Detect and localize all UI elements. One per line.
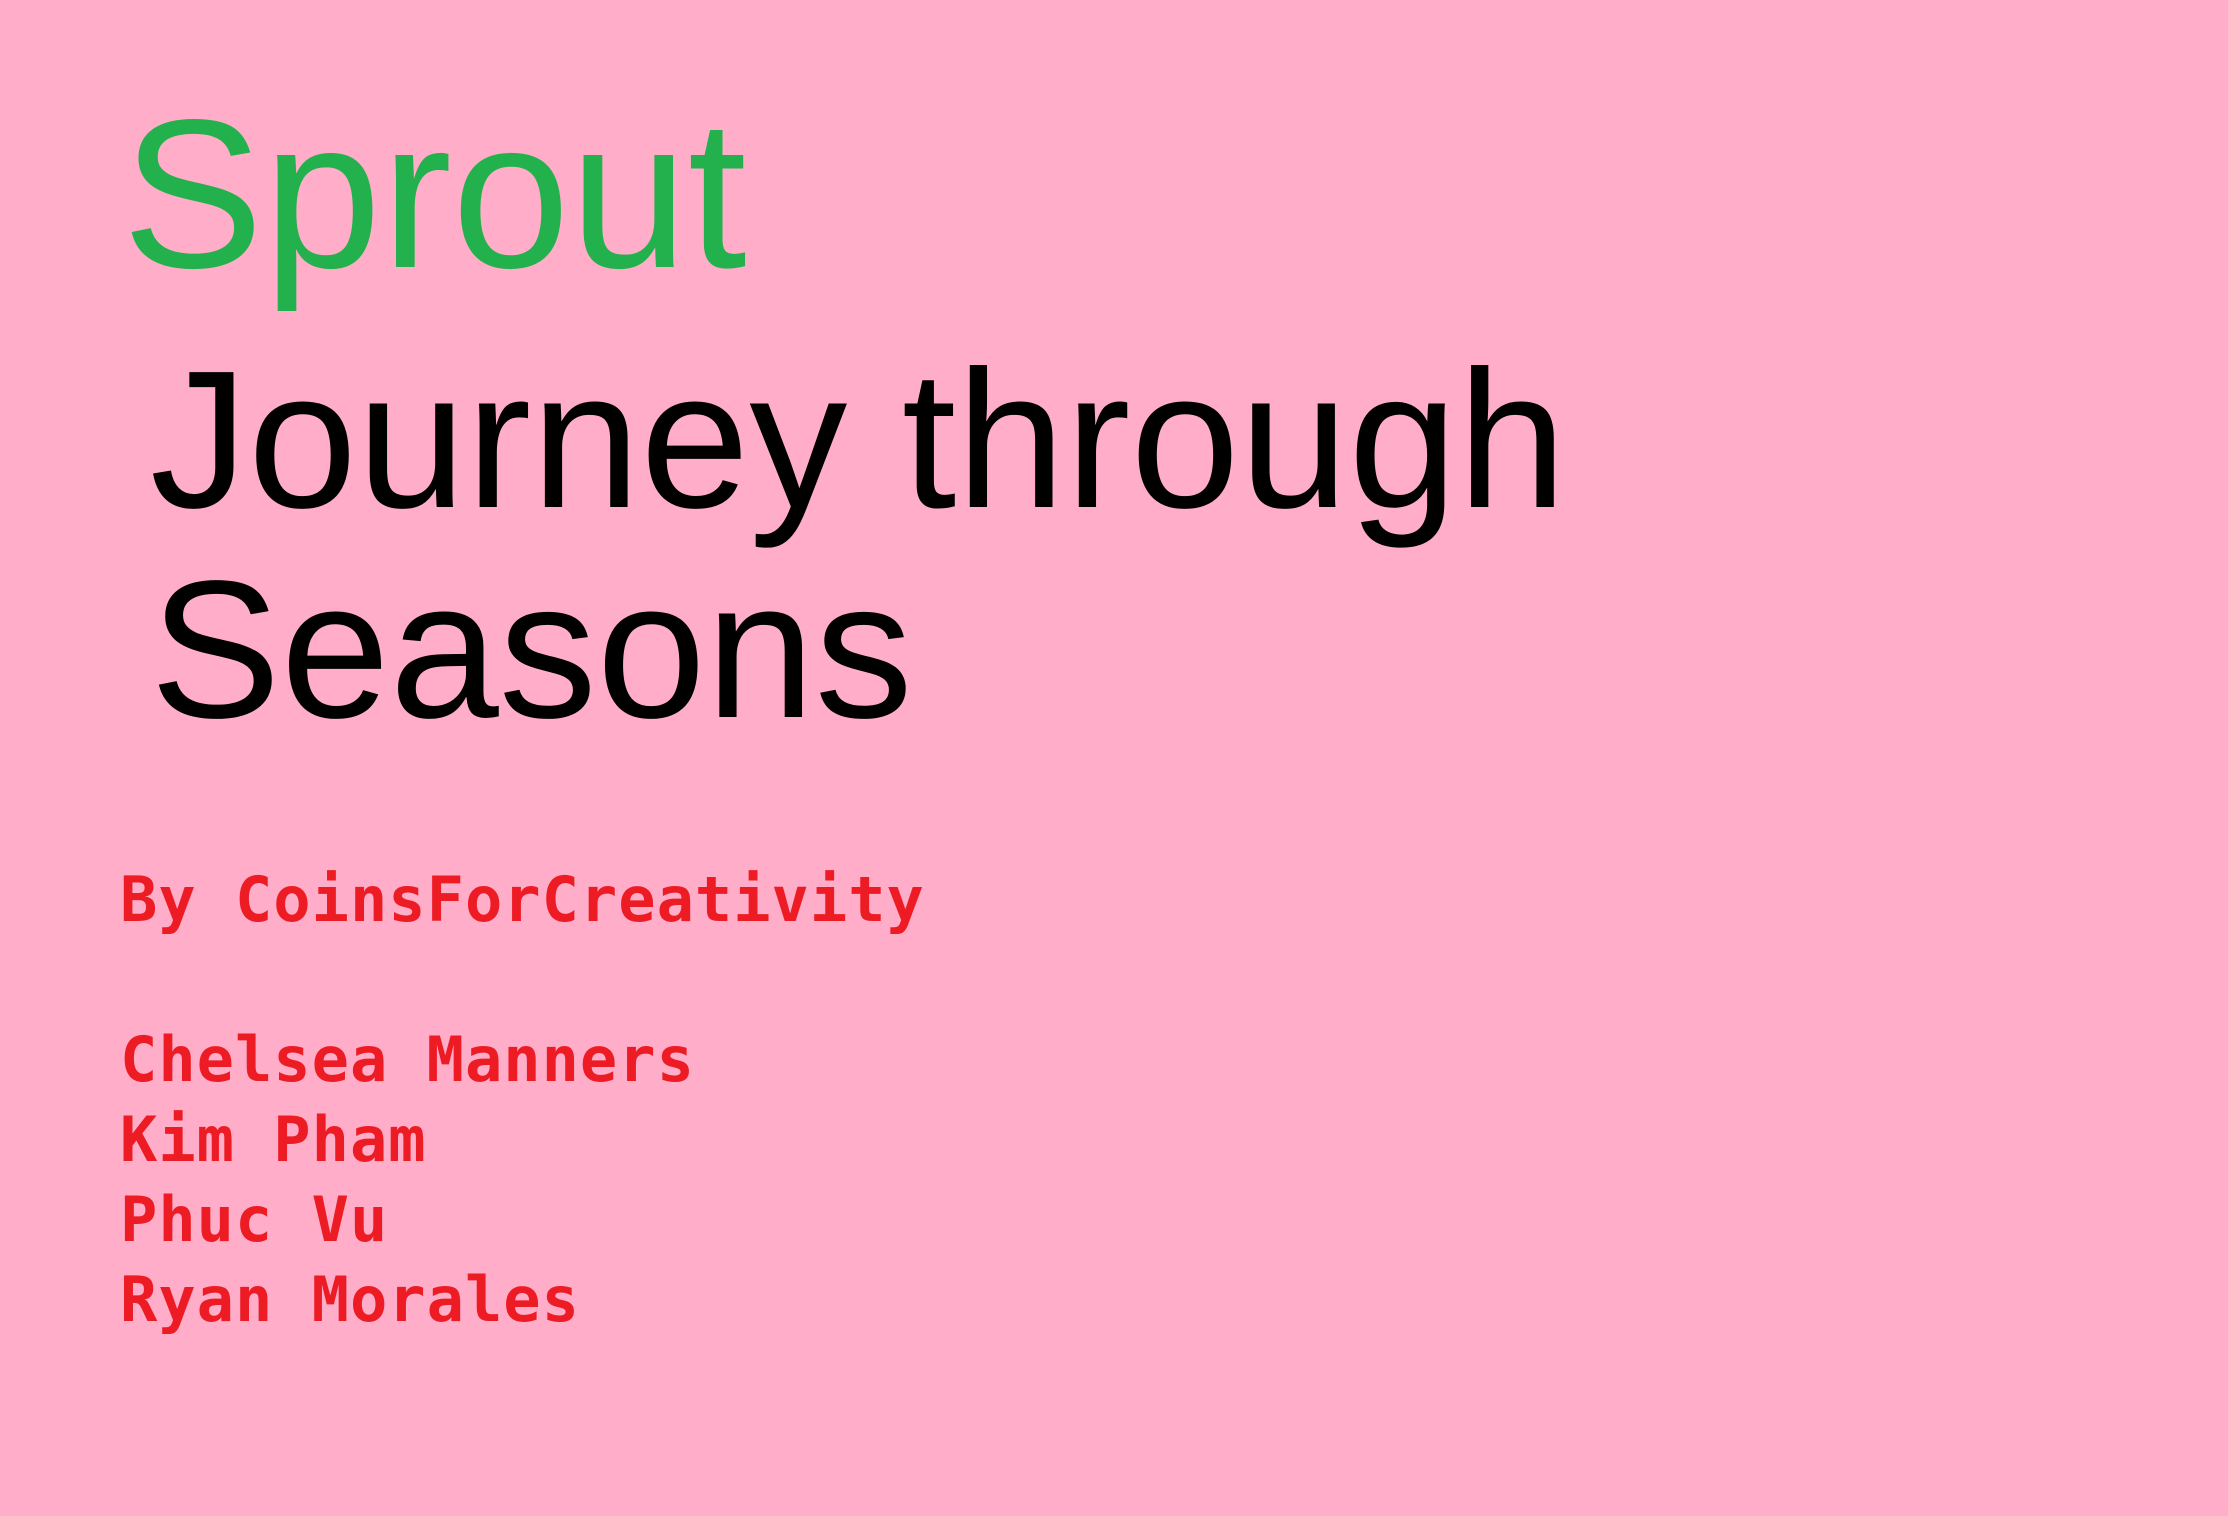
team-member: Kim Pham	[120, 1103, 427, 1176]
team-member: Chelsea Manners	[120, 1023, 695, 1096]
credits: By CoinsForCreativity Chelsea Manners Ki…	[120, 860, 925, 1340]
team-member: Phuc Vu	[120, 1183, 389, 1256]
studio-credit: By CoinsForCreativity	[120, 863, 925, 936]
subtitle-line-1: Journey through	[150, 330, 1567, 549]
game-subtitle: Journey through Seasons	[150, 335, 1567, 755]
team-member: Ryan Morales	[120, 1263, 580, 1336]
subtitle-line-2: Seasons	[150, 540, 913, 759]
game-title: Sprout	[122, 75, 747, 312]
team-members-list: Chelsea Manners Kim Pham Phuc Vu Ryan Mo…	[120, 1020, 925, 1340]
